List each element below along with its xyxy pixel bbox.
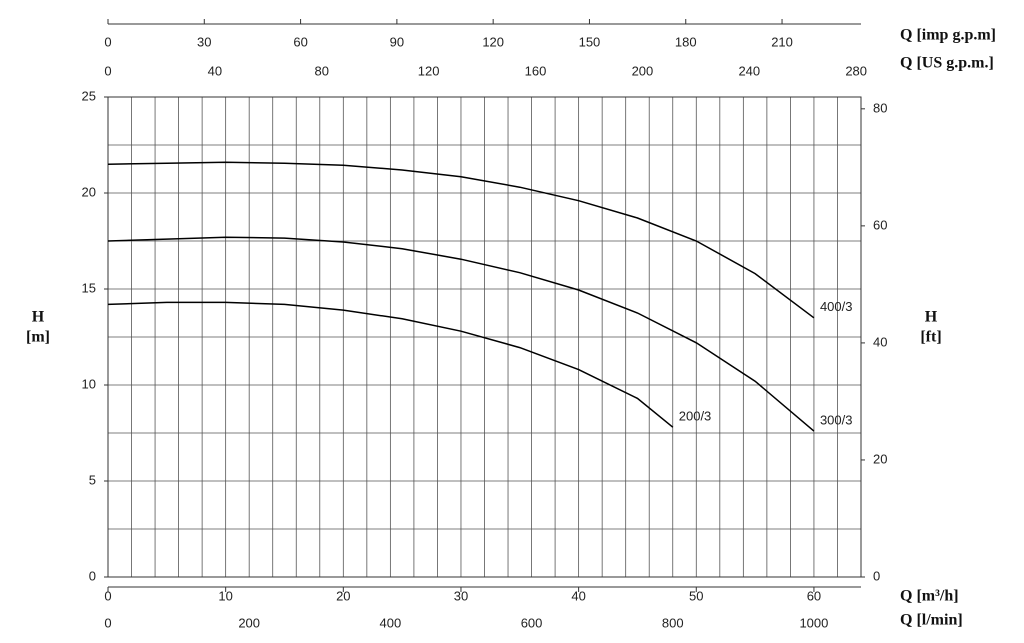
x-tick-label: 180 xyxy=(675,34,697,49)
x-tick-label: 90 xyxy=(390,34,404,49)
y2-tick-label: 40 xyxy=(873,334,887,349)
x-axis-label: Q [l/min] xyxy=(900,612,963,629)
y2-tick-label: 20 xyxy=(873,451,887,466)
x-tick-label: 240 xyxy=(738,63,760,78)
x-axis-label: Q [US g.p.m.] xyxy=(900,55,994,72)
x-tick-label: 0 xyxy=(104,34,111,49)
x-tick-label: 10 xyxy=(218,588,232,603)
x-tick-label: 0 xyxy=(104,615,111,630)
x-tick-label: 600 xyxy=(521,615,543,630)
curve-label: 400/3 xyxy=(820,299,853,314)
y2-tick-label: 80 xyxy=(873,100,887,115)
y2-tick-label: 60 xyxy=(873,217,887,232)
y-tick-label: 15 xyxy=(82,280,96,295)
y-tick-label: 5 xyxy=(89,472,96,487)
x-tick-label: 400 xyxy=(380,615,402,630)
plot-frame xyxy=(107,96,862,578)
curve-label: 200/3 xyxy=(679,409,712,424)
x-tick-label: 40 xyxy=(571,588,585,603)
x-tick-label: 0 xyxy=(104,63,111,78)
x-tick-label: 1000 xyxy=(799,615,828,630)
x-tick-label: 60 xyxy=(293,34,307,49)
x-axis-label: Q [m³/h] xyxy=(900,588,959,605)
y-tick-label: 25 xyxy=(82,88,96,103)
y2-tick-label: 0 xyxy=(873,568,880,583)
x-tick-label: 120 xyxy=(418,63,440,78)
x-tick-label: 120 xyxy=(482,34,504,49)
x-tick-label: 150 xyxy=(579,34,601,49)
y-axis-label: [m] xyxy=(26,329,50,346)
x-tick-label: 210 xyxy=(771,34,793,49)
x-tick-label: 60 xyxy=(807,588,821,603)
y2-axis-label: H xyxy=(925,309,938,326)
y-tick-label: 20 xyxy=(82,184,96,199)
x-tick-label: 160 xyxy=(525,63,547,78)
x-tick-label: 200 xyxy=(632,63,654,78)
x-tick-label: 0 xyxy=(104,588,111,603)
curve-label: 300/3 xyxy=(820,413,853,428)
x-tick-label: 200 xyxy=(238,615,260,630)
x-tick-label: 800 xyxy=(662,615,684,630)
x-tick-label: 20 xyxy=(336,588,350,603)
y-tick-label: 10 xyxy=(82,376,96,391)
x-tick-label: 50 xyxy=(689,588,703,603)
curve xyxy=(107,236,815,432)
x-tick-label: 40 xyxy=(208,63,222,78)
x-tick-label: 30 xyxy=(197,34,211,49)
x-tick-label: 30 xyxy=(454,588,468,603)
x-tick-label: 80 xyxy=(315,63,329,78)
y-tick-label: 0 xyxy=(89,568,96,583)
x-axis-label: Q [imp g.p.m] xyxy=(900,27,996,44)
curve xyxy=(107,301,674,428)
curve xyxy=(107,161,815,319)
y2-axis-label: [ft] xyxy=(920,329,941,346)
x-tick-label: 280 xyxy=(845,63,867,78)
y-axis-label: H xyxy=(32,309,45,326)
